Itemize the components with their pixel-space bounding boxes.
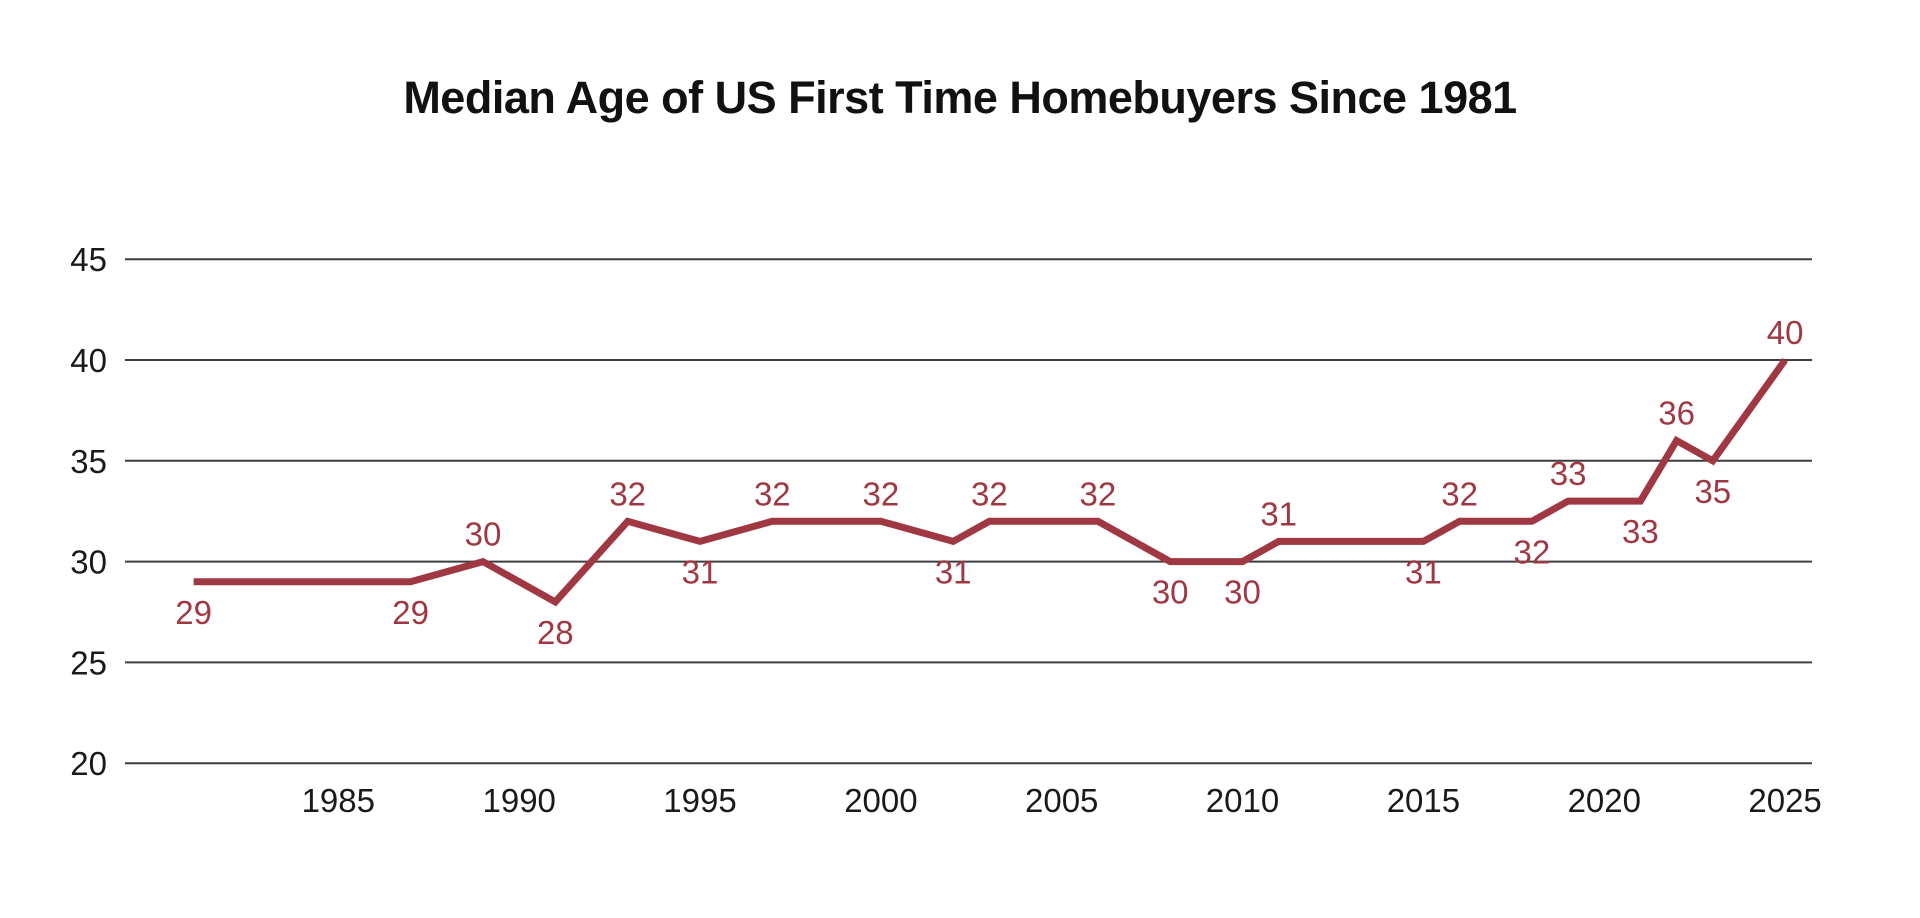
y-axis-tick-label: 40 (70, 342, 107, 379)
data-point-label: 29 (392, 594, 429, 631)
data-point-label: 31 (1260, 495, 1297, 532)
data-point-label: 32 (1514, 533, 1551, 570)
x-axis-tick-label: 2005 (1025, 782, 1098, 819)
data-point-label: 31 (935, 553, 972, 590)
data-point-label: 32 (1080, 475, 1117, 512)
x-axis-tick-label: 2000 (844, 782, 917, 819)
y-axis-tick-label: 20 (70, 745, 107, 782)
x-axis-tick-label: 1985 (302, 782, 375, 819)
data-point-label: 31 (1405, 553, 1442, 590)
data-point-label: 35 (1694, 473, 1731, 510)
data-point-label: 36 (1658, 395, 1695, 432)
data-point-label: 32 (971, 475, 1008, 512)
data-point-label: 29 (175, 594, 212, 631)
data-point-label: 32 (863, 475, 900, 512)
data-point-label: 31 (682, 553, 719, 590)
data-point-label: 28 (537, 614, 574, 651)
x-axis-tick-label: 2015 (1387, 782, 1460, 819)
y-axis-tick-label: 30 (70, 544, 107, 581)
data-point-label: 30 (465, 516, 502, 553)
data-point-label: 30 (1224, 574, 1261, 611)
x-axis-tick-label: 2025 (1748, 782, 1821, 819)
data-point-label: 30 (1152, 574, 1189, 611)
y-axis-tick-label: 45 (70, 241, 107, 278)
data-point-label: 33 (1622, 513, 1659, 550)
chart-title: Median Age of US First Time Homebuyers S… (403, 72, 1517, 123)
x-axis-tick-label: 1995 (663, 782, 736, 819)
trend-line (193, 357, 1788, 607)
data-point-label: 32 (609, 475, 646, 512)
data-point-label: 32 (754, 475, 791, 512)
x-axis-tick-label: 2020 (1568, 782, 1641, 819)
x-axis-tick-label: 1990 (482, 782, 555, 819)
x-axis-tick-label: 2010 (1206, 782, 1279, 819)
y-axis-tick-label: 35 (70, 443, 107, 480)
data-point-label: 32 (1441, 475, 1478, 512)
data-point-label: 33 (1550, 455, 1587, 492)
data-point-label: 40 (1767, 314, 1804, 351)
y-axis-tick-label: 25 (70, 644, 107, 681)
